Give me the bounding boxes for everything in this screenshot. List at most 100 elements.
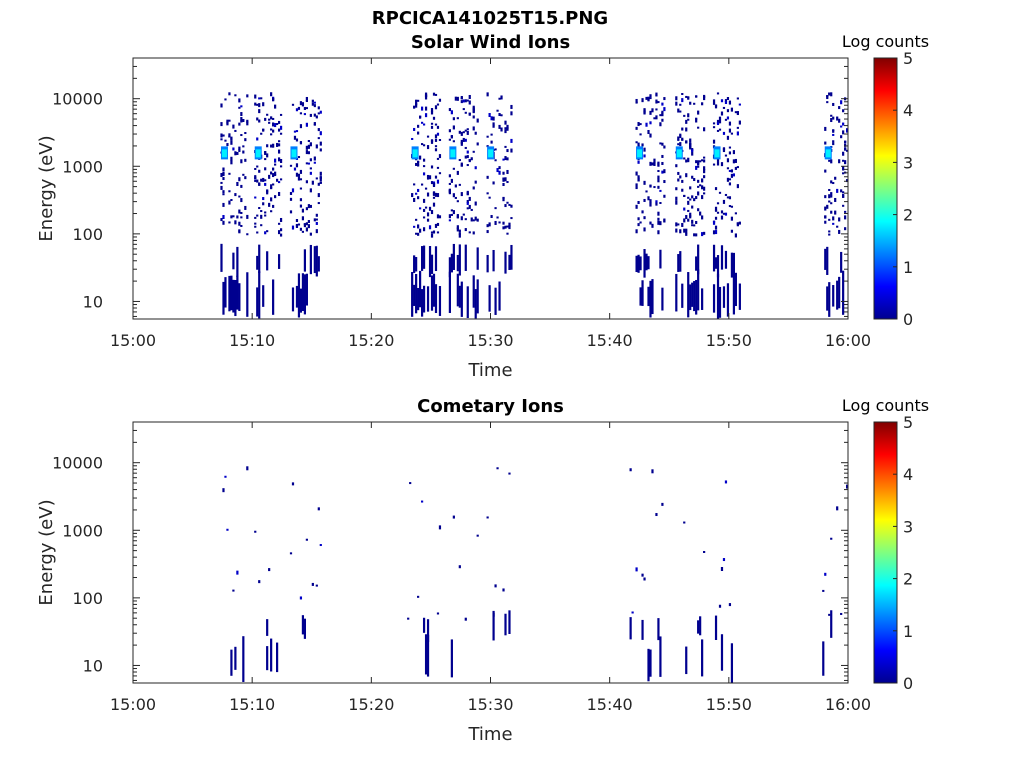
count-cell: [279, 132, 283, 135]
count-cell: [716, 157, 720, 162]
count-cell: [659, 189, 662, 192]
count-cell: [830, 180, 833, 184]
count-cell: [277, 149, 281, 154]
count-cell: [277, 128, 281, 132]
count-cell: [842, 130, 845, 135]
count-cell: [663, 145, 666, 149]
count-cell: [643, 227, 646, 232]
count-cell: [464, 146, 467, 149]
count-cell: [422, 208, 426, 212]
count-cell: [657, 230, 660, 235]
count-cell: [468, 159, 471, 163]
count-cell: [677, 223, 680, 226]
peak-cell: [255, 149, 261, 158]
count-cell: [226, 528, 229, 531]
count-cell: [309, 113, 312, 117]
count-cell: [420, 183, 424, 186]
count-cell: [828, 218, 831, 221]
count-cell: [419, 207, 422, 210]
count-cell: [464, 129, 467, 132]
count-cell: [508, 203, 511, 206]
count-cell: [728, 146, 732, 149]
count-cell: [305, 122, 308, 127]
count-cell: [422, 144, 426, 147]
count-cell: [274, 158, 277, 163]
count-cell: [238, 148, 241, 152]
count-cell: [510, 148, 513, 153]
count-cell: [305, 162, 308, 165]
count-cell: [428, 175, 432, 180]
count-cell: [268, 121, 271, 124]
count-cell: [424, 106, 428, 111]
count-cell: [701, 159, 704, 162]
count-cell: [448, 129, 451, 133]
count-cell: [272, 98, 275, 102]
count-cell: [655, 200, 658, 204]
count-cell: [508, 472, 511, 475]
count-cell: [299, 227, 303, 231]
count-cell: [266, 144, 269, 148]
count-cell: [277, 157, 281, 162]
count-cell: [718, 119, 722, 124]
count-cell: [289, 552, 293, 555]
count-cell: [649, 133, 652, 138]
count-cell: [270, 197, 273, 202]
count-cell: [846, 179, 849, 183]
count-cell: [470, 157, 473, 161]
count-cell: [701, 232, 704, 237]
count-cell: [234, 151, 237, 156]
count-cell: [724, 99, 728, 103]
burst: [822, 484, 849, 676]
count-cell: [270, 184, 273, 189]
count-cell: [488, 285, 491, 312]
y-tick-label: 100: [72, 589, 103, 608]
count-cell: [844, 215, 847, 220]
count-cell: [492, 116, 495, 121]
count-cell: [824, 126, 827, 131]
plot-frame: [132, 421, 849, 684]
count-cell: [629, 468, 632, 472]
count-cell: [653, 158, 656, 163]
count-cell: [506, 126, 509, 131]
count-cell: [246, 94, 249, 98]
count-cell: [448, 108, 451, 112]
count-cell: [679, 142, 682, 147]
burst: [448, 94, 479, 319]
count-cell: [472, 150, 475, 153]
count-cell: [637, 142, 640, 147]
count-cell: [830, 159, 833, 164]
count-cell: [828, 233, 831, 236]
count-cell: [458, 285, 461, 308]
count-cell: [828, 159, 831, 162]
count-cell: [240, 134, 243, 137]
count-cell: [272, 122, 275, 127]
count-cell: [826, 246, 829, 275]
count-cell: [266, 619, 269, 636]
count-cell: [826, 95, 829, 98]
count-cell: [844, 210, 847, 213]
count-cell: [272, 129, 275, 133]
count-cell: [466, 190, 469, 195]
count-cell: [270, 210, 273, 213]
count-cell: [728, 182, 732, 186]
count-cell: [722, 148, 726, 153]
count-cell: [641, 280, 644, 306]
count-cell: [663, 107, 666, 112]
count-cell: [422, 158, 426, 162]
count-cell: [222, 167, 225, 172]
count-cell: [436, 132, 440, 136]
count-cell: [464, 111, 467, 114]
count-cell: [464, 138, 467, 142]
count-cell: [264, 167, 267, 171]
count-cell: [683, 194, 686, 197]
count-cell: [643, 249, 646, 278]
count-cell: [430, 181, 434, 185]
count-cell: [736, 131, 739, 136]
count-cell: [303, 249, 307, 272]
count-cell: [716, 119, 720, 123]
count-cell: [452, 125, 455, 130]
count-cell: [291, 287, 295, 312]
count-cell: [675, 96, 678, 101]
count-cell: [635, 171, 638, 176]
